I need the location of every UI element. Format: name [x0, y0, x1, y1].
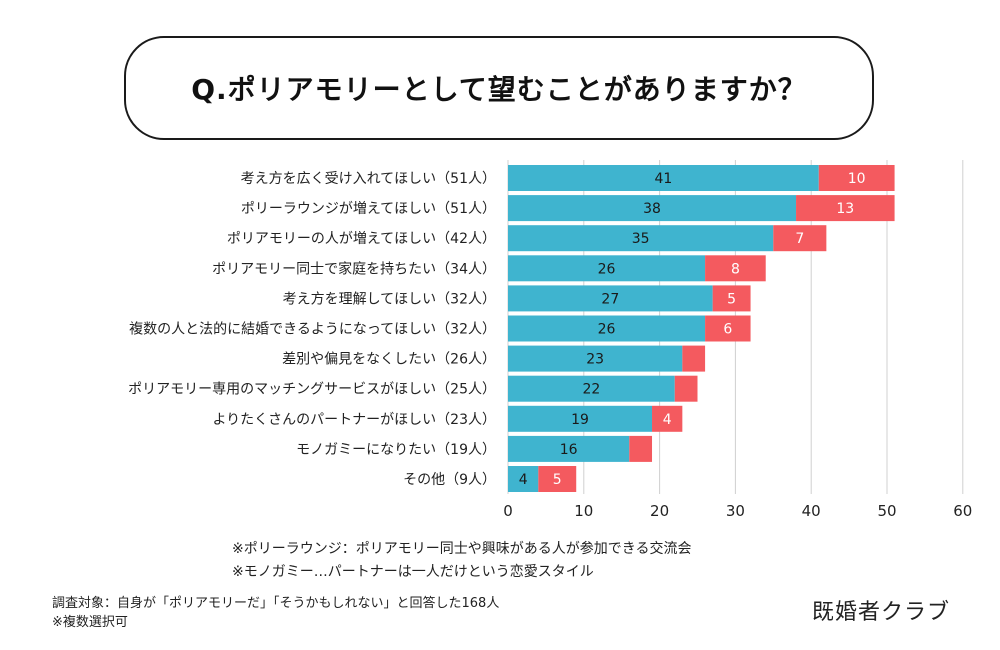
- bar-segment-primary: [508, 225, 774, 252]
- bar-segment-secondary: [818, 165, 895, 191]
- data-label-primary: 22: [582, 382, 600, 398]
- x-tick-label: 40: [802, 502, 821, 520]
- data-label-primary: 23: [586, 352, 604, 368]
- category-label: よりたくさんのパートナーがほしい（23人）: [212, 412, 496, 428]
- bar-segment-secondary: [705, 255, 766, 282]
- bar-segment-primary: [508, 255, 706, 282]
- bar-segment-secondary: [682, 345, 706, 372]
- category-label: その他（9人）: [403, 472, 496, 488]
- footnote-poly-lounge: ※ポリーラウンジ：ポリアモリー同士や興味がある人が参加できる交流会: [232, 541, 692, 557]
- bar-segment-secondary: [538, 466, 577, 492]
- category-label: ポリアモリー専用のマッチングサービスがほしい（25人）: [128, 382, 496, 398]
- bar-segment-primary: [508, 195, 797, 222]
- data-label-secondary: 10: [848, 171, 866, 187]
- bar-segment-primary: [508, 315, 706, 342]
- bar-segment-primary: [508, 345, 683, 372]
- data-label-secondary: 7: [795, 231, 804, 247]
- data-label-primary: 19: [571, 412, 589, 428]
- data-label-primary: 26: [598, 261, 616, 277]
- category-labels: 考え方を広く受け入れてほしい（51人） ポリーラウンジが増えてほしい（51人） ポリ…: [128, 171, 496, 488]
- data-label-primary: 38: [643, 201, 661, 217]
- data-label-secondary: 5: [553, 472, 562, 488]
- x-tick-label: 20: [650, 502, 669, 520]
- category-label: 考え方を理解してほしい（32人）: [283, 291, 496, 307]
- category-label: ポリアモリーの人が増えてほしい（42人）: [227, 231, 496, 247]
- data-label-primary: 16: [560, 442, 578, 458]
- bar-segment-secondary: [773, 225, 827, 252]
- category-label: 差別や偏見をなくしたい（26人）: [282, 352, 496, 368]
- category-label: 複数の人と法的に結婚できるようになってほしい（32人）: [129, 321, 496, 338]
- footnotes: ※ポリーラウンジ：ポリアモリー同士や興味がある人が参加できる交流会 ※モノガミー…: [232, 538, 691, 584]
- category-label: ポリーラウンジが増えてほしい（51人）: [241, 201, 496, 217]
- bars: 41 10 38 13 35 7 26 8 27 5 26 6 23 22 19 4 16 4 5: [508, 165, 895, 492]
- bar-segment-primary: [508, 375, 675, 402]
- footnote-monogamy: ※モノガミー…パートナーは一人だけという恋愛スタイル: [232, 564, 594, 580]
- bar-segment-primary: [508, 466, 539, 492]
- x-tick-label: 30: [726, 502, 745, 520]
- category-label: モノガミーになりたい（19人）: [296, 442, 496, 458]
- bar-segment-secondary: [705, 315, 751, 342]
- x-axis-ticks: 0 10 20 30 40 50 60: [503, 502, 972, 520]
- data-label-primary: 4: [519, 472, 528, 488]
- x-tick-label: 50: [877, 502, 896, 520]
- data-label-primary: 26: [598, 322, 616, 338]
- multiple-choice-note: ※複数選択可: [52, 615, 128, 630]
- bar-segment-secondary: [652, 405, 683, 432]
- survey-target: 調査対象：自身が「ポリアモリーだ」「そうかもしれない」と回答した168人: [52, 596, 500, 611]
- x-tick-label: 0: [503, 502, 513, 520]
- title-box: Q.ポリアモリーとして望むことがありますか？: [124, 36, 874, 140]
- data-label-secondary: 13: [836, 201, 854, 217]
- bar-segment-primary: [508, 405, 653, 432]
- bar-segment-secondary: [796, 195, 895, 222]
- category-label: ポリアモリー同士で家庭を持ちたい（34人）: [212, 260, 496, 277]
- data-label-primary: 35: [632, 231, 650, 247]
- x-tick-label: 10: [574, 502, 593, 520]
- brand-logo-text: 既婚者クラブ: [812, 600, 951, 625]
- bar-segment-primary: [508, 435, 630, 462]
- survey-note: 調査対象：自身が「ポリアモリーだ」「そうかもしれない」と回答した168人 ※複数…: [52, 594, 499, 632]
- data-label-secondary: 8: [731, 261, 740, 277]
- data-label-primary: 41: [654, 171, 672, 187]
- data-label-secondary: 5: [727, 291, 736, 307]
- chart-title: Q.ポリアモリーとして望むことがありますか？: [191, 73, 807, 106]
- bar-segment-secondary: [712, 285, 751, 312]
- data-label-secondary: 4: [663, 412, 672, 428]
- bar-segment-secondary: [629, 435, 653, 462]
- data-label-primary: 27: [601, 291, 619, 307]
- data-label-secondary: 6: [723, 322, 732, 338]
- x-tick-label: 60: [953, 502, 972, 520]
- bar-segment-primary: [508, 285, 713, 312]
- bar-segment-secondary: [674, 375, 698, 402]
- bar-segment-primary: [508, 165, 819, 191]
- category-label: 考え方を広く受け入れてほしい（51人）: [241, 171, 496, 187]
